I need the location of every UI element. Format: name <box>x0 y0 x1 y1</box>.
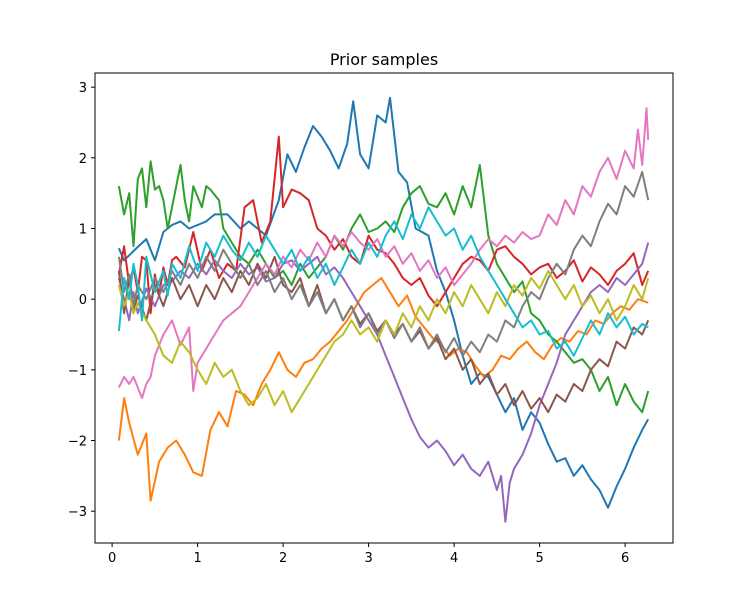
series-line-5 <box>117 242 650 523</box>
y-tick-label: 3 <box>79 81 87 96</box>
chart-title: Prior samples <box>330 50 438 69</box>
y-tick-label: −1 <box>68 364 87 379</box>
x-tick-label: 0 <box>108 551 116 566</box>
series-line-10 <box>117 206 649 357</box>
y-tick-label: 1 <box>79 222 87 237</box>
x-tick-label: 6 <box>621 551 629 566</box>
y-tick-label: 0 <box>79 293 87 308</box>
series-line-7 <box>118 107 650 400</box>
plot-frame <box>94 72 674 544</box>
x-tick-label: 5 <box>535 551 543 566</box>
series-line-1 <box>117 96 650 509</box>
series-line-6 <box>117 255 650 414</box>
x-tick-label: 2 <box>279 551 287 566</box>
series-line-9 <box>117 269 650 414</box>
x-tick-label: 4 <box>450 551 458 566</box>
x-tick-label: 1 <box>193 551 201 566</box>
y-tick-label: −2 <box>68 435 87 450</box>
x-tick-label: 3 <box>364 551 372 566</box>
y-tick-label: 2 <box>79 152 87 167</box>
series-layer <box>117 96 650 523</box>
series-line-8 <box>117 170 650 357</box>
y-tick-label: −3 <box>68 505 87 520</box>
axes-layer: 0 1 2 3 4 5 6 −3 −2 −1 0 1 2 3 <box>68 72 674 566</box>
